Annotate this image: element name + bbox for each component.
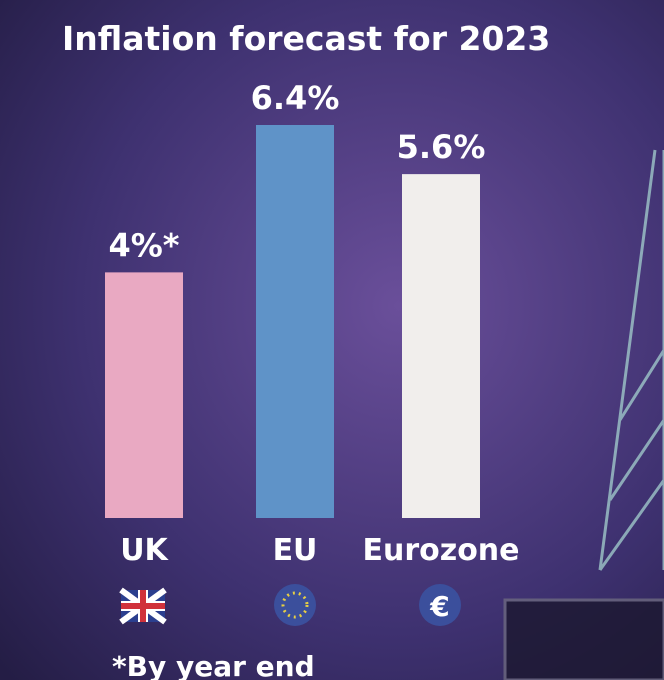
value-label: 5.6% <box>397 128 486 166</box>
bar <box>256 125 334 518</box>
tower-illustration <box>503 149 664 680</box>
bar <box>402 174 480 518</box>
svg-text:€: € <box>429 590 449 623</box>
bar <box>105 272 183 518</box>
x-tick-label: UK <box>120 533 169 568</box>
eu-flag <box>274 584 316 626</box>
uk-flag <box>119 587 167 625</box>
x-tick-label: Eurozone <box>362 533 519 568</box>
x-tick-label: EU <box>273 533 318 568</box>
value-label: 6.4% <box>251 79 340 117</box>
chart-title: Inflation forecast for 2023 <box>62 19 550 58</box>
value-label: 4%* <box>108 226 179 264</box>
euro-coin: € <box>419 584 461 626</box>
footnote: *By year end <box>112 650 315 680</box>
